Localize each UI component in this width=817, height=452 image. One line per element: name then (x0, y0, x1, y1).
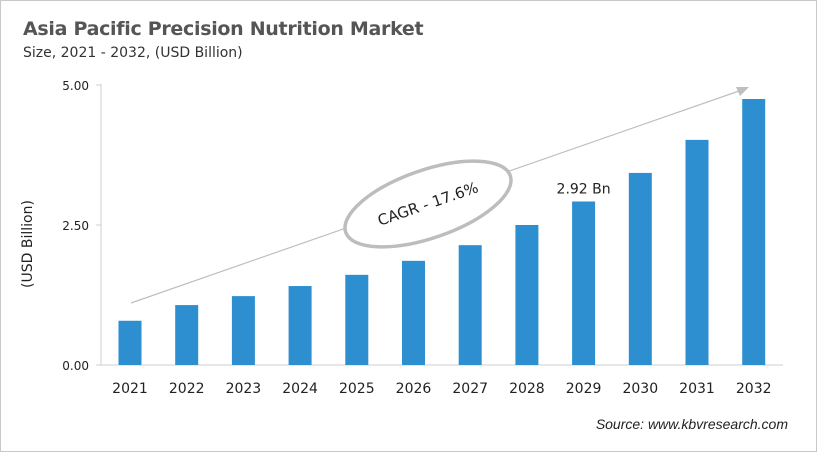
bar-2021 (118, 320, 142, 365)
bar-2023 (231, 296, 255, 365)
y-tick-label: 0.00 (62, 359, 89, 373)
cagr-arrow-head (736, 87, 749, 96)
y-tick-label: 2.50 (62, 219, 89, 233)
x-tick-label: 2030 (622, 381, 658, 397)
x-tick-label: 2025 (339, 381, 375, 397)
x-tick-label: 2023 (226, 381, 262, 397)
cagr-ellipse (343, 159, 513, 249)
x-tick-label: 2032 (736, 381, 772, 397)
x-tick-label: 2026 (396, 381, 432, 397)
y-tick-label: 5.00 (62, 79, 89, 93)
bar-2029 (572, 201, 596, 365)
bar-2026 (402, 260, 425, 365)
x-tick-label: 2022 (169, 381, 205, 397)
x-tick-label: 2031 (679, 381, 715, 397)
x-tick-label: 2029 (566, 381, 602, 397)
source-note: Source: www.kbvresearch.com (595, 416, 788, 432)
bar-2028 (515, 225, 539, 365)
bar-2025 (345, 274, 369, 365)
data-label-2029: 2.92 Bn (557, 181, 611, 197)
chart-title: Asia Pacific Precision Nutrition Market (23, 18, 424, 40)
x-tick-label: 2028 (509, 381, 545, 397)
x-tick-label: 2024 (282, 381, 318, 397)
bar-2024 (288, 286, 312, 365)
chart-subtitle: Size, 2021 - 2032, (USD Billion) (23, 45, 243, 61)
bar-2022 (175, 305, 199, 365)
bar-2027 (458, 245, 482, 365)
bar-2032 (742, 99, 766, 365)
y-axis-label: (USD Billion) (20, 200, 36, 288)
x-tick-label: 2021 (112, 381, 148, 397)
bar-2031 (685, 139, 709, 365)
x-tick-label: 2027 (452, 381, 488, 397)
bar-2030 (628, 172, 652, 365)
